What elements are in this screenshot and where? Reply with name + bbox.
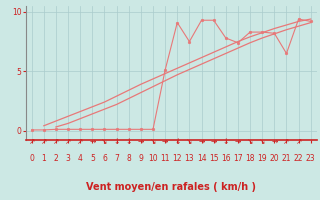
- Text: →: →: [162, 137, 168, 146]
- Text: →: →: [235, 137, 241, 146]
- Text: ↗: ↗: [53, 137, 59, 146]
- X-axis label: Vent moyen/en rafales ( km/h ): Vent moyen/en rafales ( km/h ): [86, 182, 256, 192]
- Text: ↘: ↘: [150, 137, 156, 146]
- Text: ↓: ↓: [223, 137, 229, 146]
- Text: →: →: [211, 137, 217, 146]
- Text: ↗: ↗: [295, 137, 302, 146]
- Text: ↗: ↗: [77, 137, 84, 146]
- Text: ↘: ↘: [186, 137, 193, 146]
- Text: ↓: ↓: [174, 137, 180, 146]
- Text: →: →: [89, 137, 96, 146]
- Text: ↓: ↓: [113, 137, 120, 146]
- Text: →: →: [271, 137, 277, 146]
- Text: ↘: ↘: [247, 137, 253, 146]
- Text: ↗: ↗: [65, 137, 71, 146]
- Text: ↗: ↗: [28, 137, 35, 146]
- Text: ↓: ↓: [125, 137, 132, 146]
- Text: ↘: ↘: [101, 137, 108, 146]
- Text: →: →: [198, 137, 205, 146]
- Text: ↗: ↗: [283, 137, 290, 146]
- Text: →: →: [138, 137, 144, 146]
- Text: ↗: ↗: [41, 137, 47, 146]
- Text: ↘: ↘: [259, 137, 265, 146]
